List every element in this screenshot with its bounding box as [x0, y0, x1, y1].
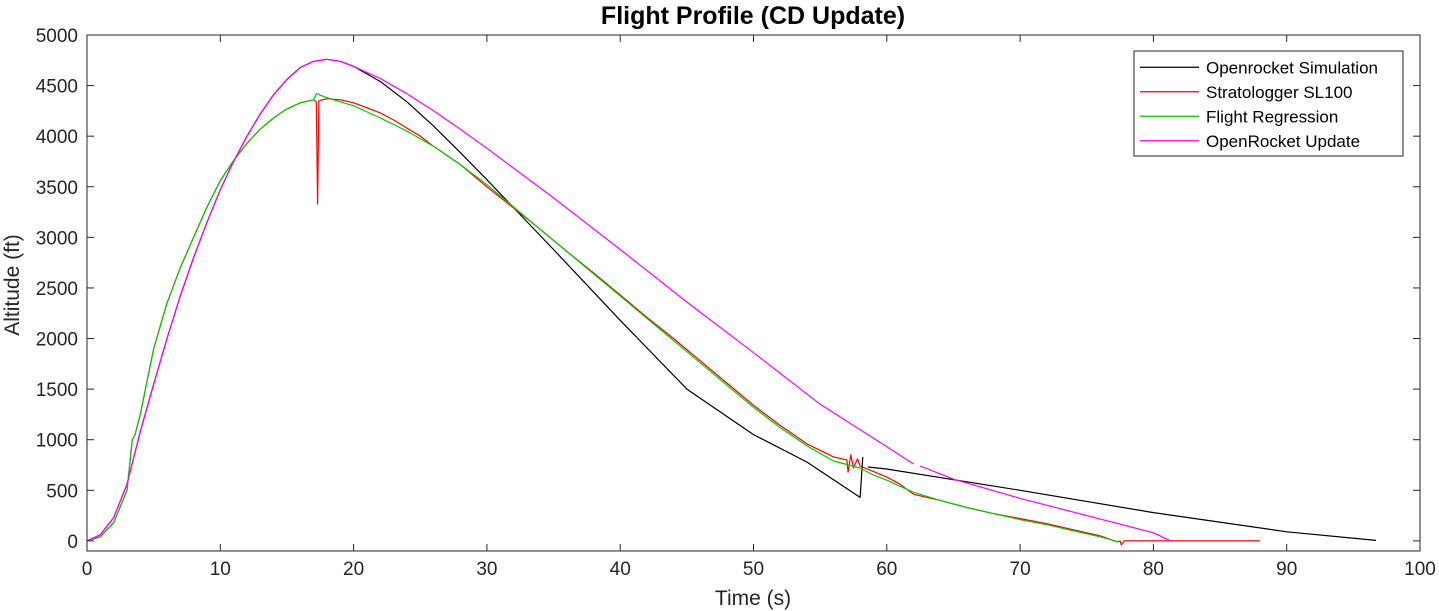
y-tick-label: 2500	[36, 279, 78, 300]
y-tick-label: 2000	[36, 330, 78, 351]
x-tick-label: 70	[1010, 559, 1031, 580]
x-tick-label: 80	[1143, 559, 1164, 580]
y-tick-label: 4000	[36, 127, 78, 148]
legend-box	[1133, 50, 1404, 157]
y-tick-label: 0	[67, 532, 78, 553]
x-tick-label: 20	[343, 559, 364, 580]
series-line-openrocket-simulation	[868, 466, 1377, 541]
y-tick-label: 3500	[36, 178, 78, 199]
y-tick-label: 5000	[36, 26, 78, 47]
x-tick-label: 10	[210, 559, 231, 580]
x-tick-label: 90	[1276, 559, 1297, 580]
series-line-flight-regression	[86, 93, 1119, 543]
y-axis-title: Altitude (ft)	[1, 234, 24, 336]
x-axis-ticks: 0 10 20 30 40 50 60 70 80 90 100	[82, 35, 1436, 580]
x-tick-label: 0	[82, 559, 93, 580]
x-tick-label: 50	[743, 559, 764, 580]
x-tick-label: 30	[476, 559, 497, 580]
legend: Openrocket Simulation Stratologger SL100 F…	[1133, 50, 1404, 157]
legend-label: OpenRocket Update	[1206, 132, 1360, 151]
y-tick-label: 500	[46, 481, 78, 502]
x-tick-label: 60	[876, 559, 897, 580]
y-axis-ticks: 0 500 1000 1500 2000 2500 3000 3500 4000 4500 5000	[36, 26, 1420, 553]
x-tick-label: 100	[1404, 559, 1436, 580]
x-tick-label: 40	[610, 559, 631, 580]
legend-label: Openrocket Simulation	[1206, 58, 1378, 77]
chart-title: Flight Profile (CD Update)	[601, 2, 905, 30]
y-tick-label: 4500	[36, 77, 78, 98]
y-tick-label: 1000	[36, 431, 78, 452]
series-line-openrocket-update	[919, 465, 1171, 542]
series-line-openrocket-update	[86, 58, 914, 542]
legend-label: Flight Regression	[1206, 107, 1338, 126]
x-axis-title: Time (s)	[715, 587, 791, 610]
legend-label: Stratologger SL100	[1206, 83, 1353, 102]
y-tick-label: 3000	[36, 228, 78, 249]
y-tick-label: 1500	[36, 380, 78, 401]
plot-lines	[86, 58, 1377, 546]
